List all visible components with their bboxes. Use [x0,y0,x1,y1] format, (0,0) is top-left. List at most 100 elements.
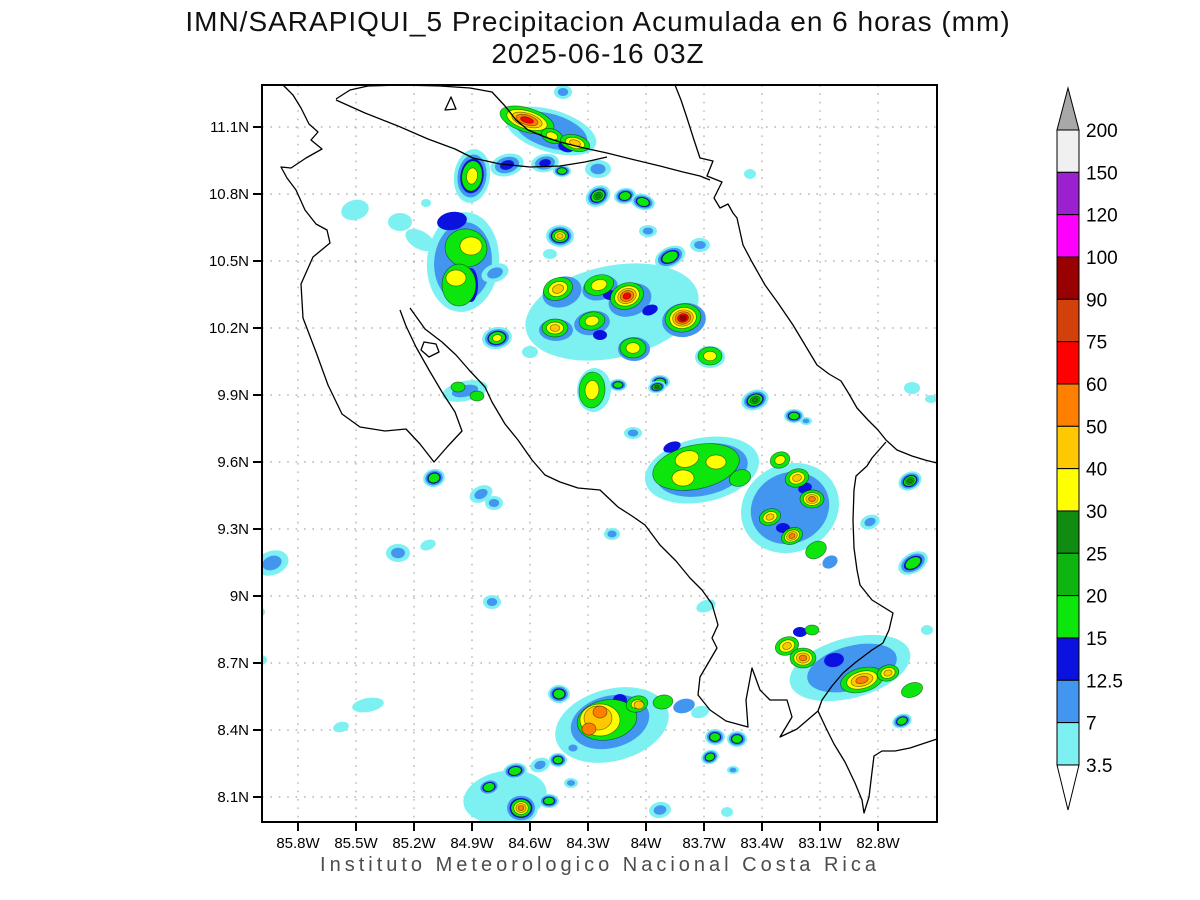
colorbar-label: 25 [1086,544,1107,565]
colorbar-label: 200 [1086,121,1118,142]
colorbar-band [1056,383,1080,427]
colorbar-label: 60 [1086,375,1107,396]
colorbar-label: 100 [1086,248,1118,269]
lon-tick-label: 85.2W [392,835,436,852]
coastline-path [420,341,440,358]
precipitation-cell [530,757,550,773]
precipitation-cell [585,185,611,207]
precipitation-cell [541,318,569,338]
precipitation-cell [901,682,923,698]
precipitation-cell [578,371,606,409]
precipitation-cell [539,794,559,808]
precipitation-cell [469,485,493,503]
map-frame [261,84,938,823]
colorbar-label: 7 [1086,714,1097,735]
precipitation-cell [469,390,485,402]
colorbar-label: 20 [1086,587,1107,608]
axis-ticks [253,126,879,831]
precipitation-cell [741,389,769,411]
precipitation-cell [800,417,812,425]
precipitation-cell [405,228,435,252]
precipitation-cell [649,801,671,819]
precipitation-cell [744,169,756,179]
coastline-path [444,96,457,111]
precipitation-cell [921,625,933,635]
precipitation-cell [642,304,658,316]
precipitation-cell [578,311,606,331]
precipitation-cell [554,86,572,99]
colorbar-band [1056,171,1080,216]
precipitation-cell [789,647,817,669]
colorbar-band [1056,510,1080,554]
lon-tick-label: 84.3W [566,835,610,852]
lon-tick-label: 85.5W [334,835,378,852]
precipitation-cell [654,245,686,269]
precipitation-cell [721,807,733,817]
colorbar-band [1056,468,1080,512]
colorbar-label: 3.5 [1086,756,1112,777]
lon-tick-label: 84W [631,835,663,852]
precipitation-cell [503,762,527,780]
precipitation-cell [619,337,647,359]
colorbar-band [1056,256,1080,300]
coastline-path [280,84,463,463]
colorbar-label: 50 [1086,417,1107,438]
coastline-path [335,99,608,168]
precipitation-cell [420,539,436,551]
precipitation-cell [705,729,725,745]
precipitation-cell [860,514,880,530]
lon-tick-label: 83.1W [798,835,842,852]
colorbar: 200 150 120 100 90 75 60 50 40 30 25 20 15 12.5 7 3.5 [1056,86,1123,811]
colorbar-band [1056,129,1080,173]
colorbar-label: 40 [1086,460,1107,481]
precipitation-cell [499,105,555,135]
lat-tick-label: 8.7N [217,655,249,672]
precipitation-cell [604,528,620,540]
precipitation-cell [824,652,844,668]
precipitation-cell [388,213,412,231]
precipitation-cell [565,742,581,754]
precipitation-cell [610,282,644,310]
colorbar-arrow-bottom [1056,764,1080,811]
precipitation-cell [793,627,807,637]
colorbar-band [1056,722,1080,766]
colorbar-label: 120 [1086,206,1118,227]
precipitation-cell [701,749,719,765]
precipitation-cell [648,380,666,394]
precipitation-cell [691,705,709,719]
precipitation-cell [263,655,267,665]
precipitation-cell [631,193,655,211]
precipitation-cell [453,149,491,203]
precipitation-cell [459,236,483,256]
precipitation-cell [876,664,900,682]
lat-tick-label: 9.3N [217,521,249,538]
precipitation-cell [898,551,928,575]
precipitation-cell [263,608,265,616]
precipitation-cell [445,269,467,287]
precipitation-cell [437,211,467,231]
precipitation-cell [741,462,839,554]
lon-tick-label: 84.6W [508,835,552,852]
lat-tick-label: 8.1N [217,789,249,806]
precipitation-cell [705,454,727,470]
precipitation-cell [483,595,501,609]
precipitation-cell [822,555,838,569]
colorbar-label: 15 [1086,629,1107,650]
precipitation-cell [421,199,431,207]
precipitation-cell [784,468,810,488]
colorbar-arrow-top [1056,86,1080,131]
precipitation-cell [504,793,538,821]
precipitation-cell [727,731,747,747]
colorbar-band [1056,214,1080,258]
lon-tick-label: 83.7W [682,835,726,852]
precipitation-cell [593,330,607,340]
precipitation-cell [673,698,695,714]
lat-tick-label: 9.9N [217,387,249,404]
lat-tick-label: 8.4N [217,722,249,739]
precipitation-cell [624,427,642,439]
precipitation-cell [423,468,445,488]
precipitation-cell [633,700,645,710]
precipitation-cell [690,238,710,252]
colorbar-label: 12.5 [1086,671,1123,692]
